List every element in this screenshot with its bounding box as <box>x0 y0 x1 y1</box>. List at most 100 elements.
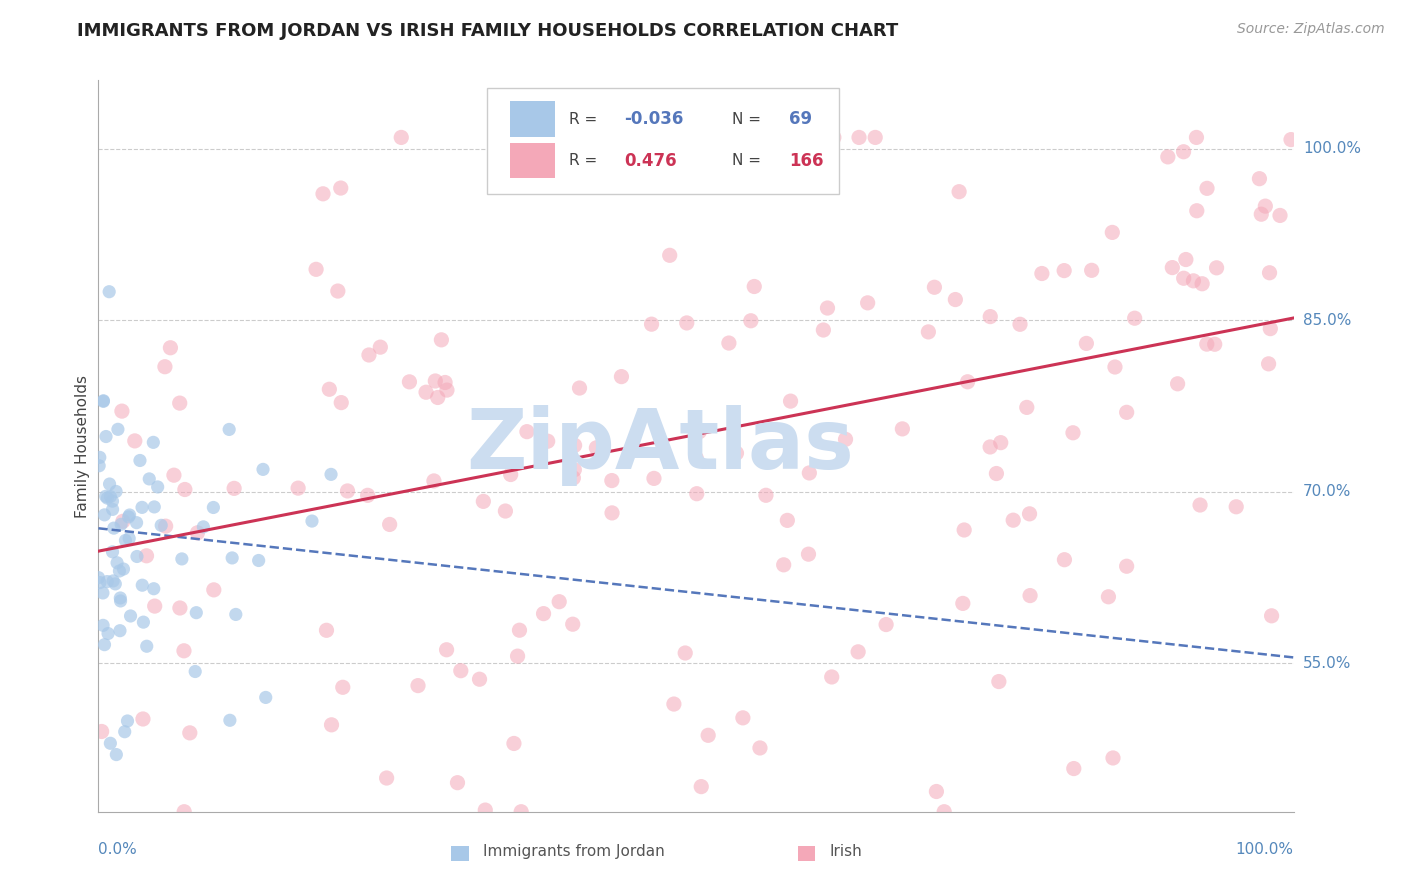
Point <box>917 325 939 339</box>
Point <box>114 724 136 739</box>
Point <box>186 606 208 620</box>
Point <box>150 518 173 533</box>
Bar <box>509 102 555 136</box>
Point <box>1076 336 1098 351</box>
Point <box>934 805 956 819</box>
Point <box>1015 401 1038 415</box>
Point <box>494 504 516 518</box>
Point <box>1063 762 1085 776</box>
Point <box>1182 274 1205 288</box>
Point <box>184 665 207 679</box>
Point <box>1225 500 1247 514</box>
Point <box>301 514 323 528</box>
Text: IMMIGRANTS FROM JORDAN VS IRISH FAMILY HOUSEHOLDS CORRELATION CHART: IMMIGRANTS FROM JORDAN VS IRISH FAMILY H… <box>77 22 898 40</box>
Point <box>378 517 401 532</box>
Point <box>834 433 856 447</box>
Point <box>415 385 437 400</box>
Point <box>863 130 886 145</box>
Point <box>169 396 191 410</box>
Text: 85.0%: 85.0% <box>1303 313 1351 327</box>
Point <box>101 502 124 516</box>
Point <box>153 359 176 374</box>
Point <box>94 429 117 443</box>
Point <box>1062 425 1084 440</box>
Point <box>107 422 129 436</box>
Point <box>474 803 496 817</box>
Point <box>675 316 697 330</box>
Point <box>389 130 412 145</box>
Point <box>321 718 343 732</box>
Point <box>891 422 914 436</box>
Point <box>89 458 111 473</box>
Point <box>87 571 110 585</box>
Point <box>118 532 141 546</box>
Point <box>326 284 349 298</box>
Point <box>1268 209 1291 223</box>
Point <box>1002 513 1025 527</box>
Point <box>143 599 166 613</box>
Point <box>169 601 191 615</box>
Point <box>1115 559 1137 574</box>
Point <box>132 712 155 726</box>
Bar <box>797 847 815 861</box>
Point <box>779 394 801 409</box>
Point <box>1115 405 1137 419</box>
Point <box>776 513 799 527</box>
Point <box>110 591 132 605</box>
Point <box>118 508 141 522</box>
Point <box>875 617 897 632</box>
Point <box>742 279 765 293</box>
Point <box>329 181 352 195</box>
Point <box>446 775 468 789</box>
Text: 100.0%: 100.0% <box>1236 842 1294 857</box>
Point <box>287 481 309 495</box>
Point <box>434 376 457 390</box>
Point <box>93 393 115 408</box>
Point <box>600 506 623 520</box>
Point <box>96 574 118 589</box>
Point <box>163 468 186 483</box>
Point <box>1204 337 1226 351</box>
Point <box>332 681 354 695</box>
Point <box>987 674 1010 689</box>
Point <box>125 549 148 564</box>
Point <box>562 463 585 477</box>
Point <box>1258 321 1281 335</box>
Point <box>1097 590 1119 604</box>
Point <box>731 711 754 725</box>
Point <box>131 578 153 592</box>
Point <box>219 714 242 728</box>
Point <box>89 450 111 465</box>
Point <box>1195 181 1218 195</box>
Point <box>717 336 740 351</box>
Point <box>254 690 277 705</box>
Point <box>1080 263 1102 277</box>
Point <box>564 438 586 452</box>
Point <box>225 607 247 622</box>
Point <box>508 624 530 638</box>
Point <box>697 728 720 742</box>
Point <box>105 747 128 762</box>
Text: 0.476: 0.476 <box>624 152 676 169</box>
Point <box>117 509 139 524</box>
Point <box>821 670 844 684</box>
Point <box>643 471 665 485</box>
Point <box>202 500 225 515</box>
Point <box>193 520 215 534</box>
Text: -0.036: -0.036 <box>624 110 683 128</box>
Point <box>356 488 378 502</box>
Point <box>1260 608 1282 623</box>
Point <box>112 562 135 576</box>
Point <box>91 586 114 600</box>
Point <box>142 582 165 596</box>
Point <box>1018 507 1040 521</box>
Point <box>93 394 115 409</box>
Text: 69: 69 <box>789 110 813 128</box>
Point <box>129 453 152 467</box>
Point <box>101 545 124 559</box>
Point <box>1157 150 1180 164</box>
Point <box>398 375 420 389</box>
Y-axis label: Family Households: Family Households <box>75 375 90 517</box>
Point <box>138 472 160 486</box>
Point <box>925 784 948 798</box>
